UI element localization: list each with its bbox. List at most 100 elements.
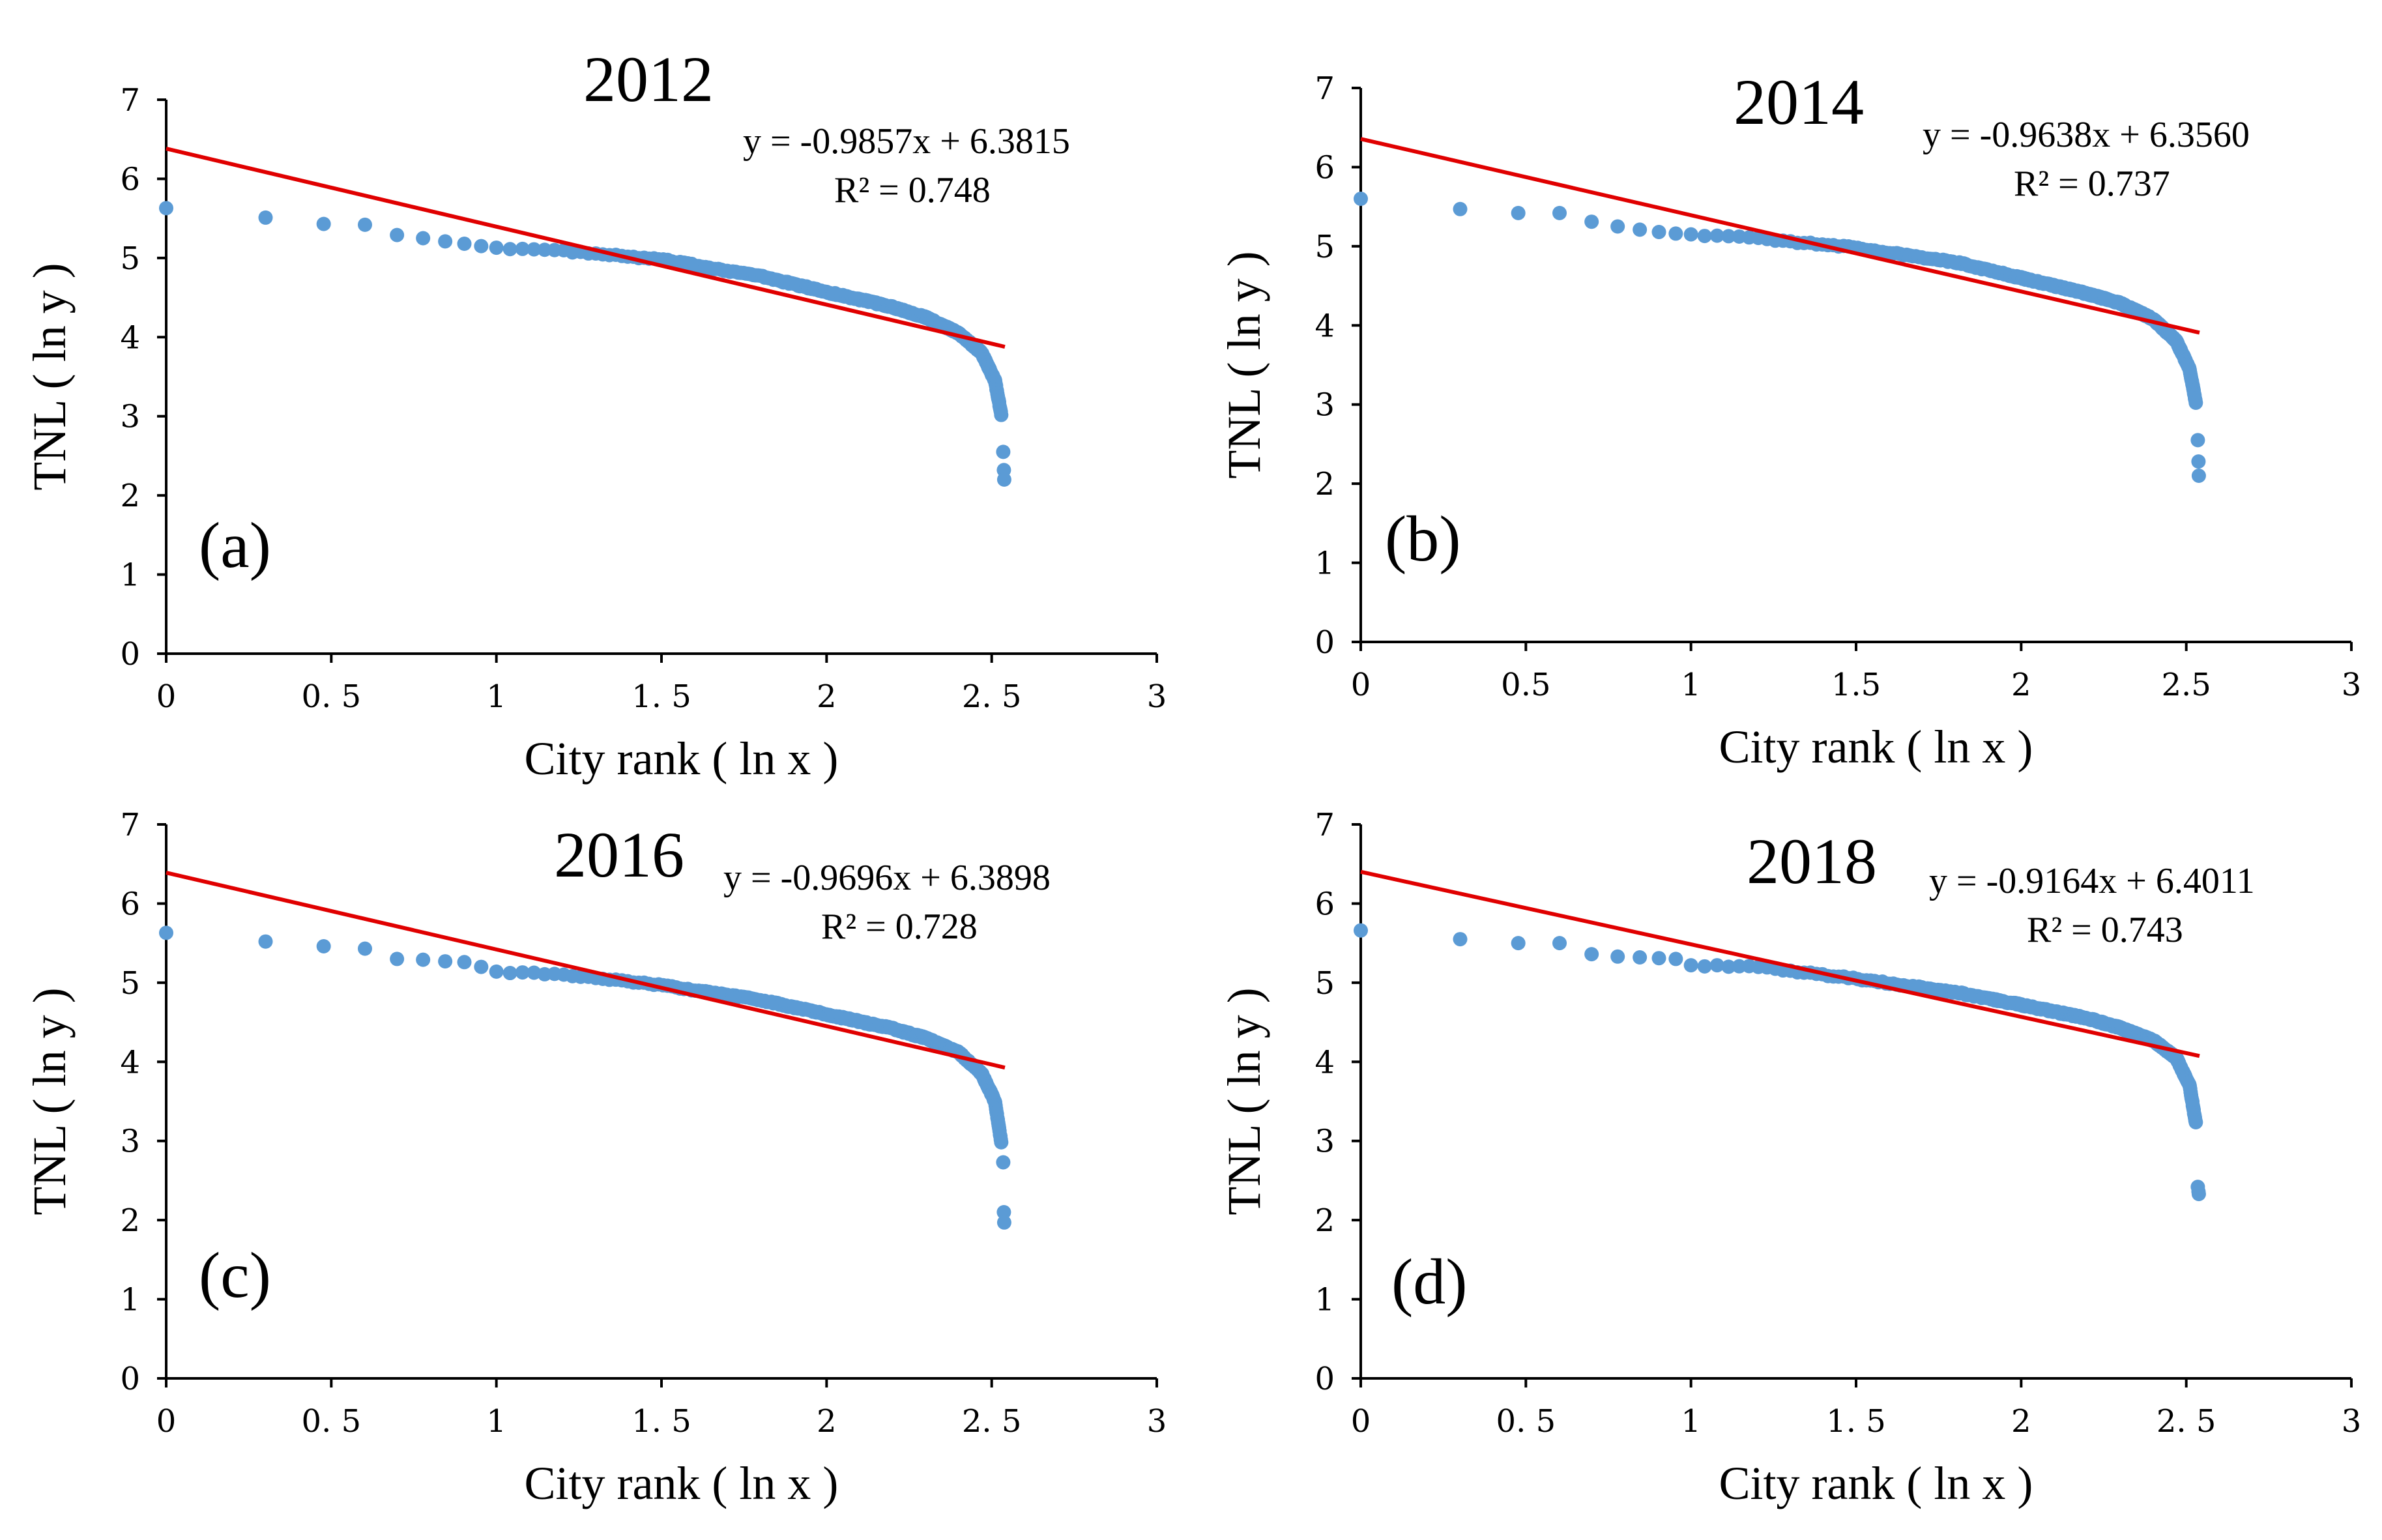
data-point: [474, 239, 489, 254]
x-tick-label: 1. 5: [1826, 1403, 1886, 1440]
data-point: [1697, 229, 1712, 244]
data-point: [2188, 395, 2203, 410]
y-tick-label: 2: [120, 1202, 140, 1239]
x-tick-label: 3: [1147, 1403, 1167, 1440]
x-tick-label: 1: [486, 1403, 506, 1440]
data-point: [994, 407, 1009, 422]
y-tick-label: 2: [1314, 1202, 1335, 1239]
trend-equation: y = -0.9164x + 6.4011: [1929, 861, 2255, 901]
y-tick-label: 5: [120, 240, 140, 277]
data-point: [2191, 469, 2206, 483]
panel-label: (a): [199, 509, 271, 581]
y-tick-label: 6: [120, 161, 140, 197]
data-point: [316, 216, 331, 231]
data-point: [996, 1215, 1011, 1230]
x-tick-label: 3: [2342, 667, 2362, 703]
data-point: [2191, 1187, 2206, 1202]
y-tick-label: 3: [1314, 1124, 1335, 1160]
data-point: [1697, 959, 1712, 974]
data-point: [1354, 192, 1368, 206]
trend-line: [166, 871, 1006, 1070]
x-tick-label: 2: [817, 1403, 837, 1440]
data-point: [316, 939, 331, 953]
data-point: [489, 240, 504, 255]
x-tick-label: 2. 5: [962, 678, 1022, 715]
y-axis-title: TNL ( ln y ): [23, 263, 76, 490]
data-point: [1683, 227, 1698, 242]
data-point: [2188, 1114, 2203, 1129]
x-tick-label: 0: [156, 678, 177, 715]
trend-line: [1360, 869, 2200, 1058]
x-tick-label: 2.5: [2161, 667, 2211, 703]
data-point: [1453, 201, 1468, 216]
x-tick-label: 0. 5: [302, 678, 362, 715]
y-tick-label: 5: [1314, 965, 1335, 1002]
data-point: [358, 217, 373, 232]
data-point: [994, 1135, 1009, 1150]
y-tick-label: 0: [1314, 624, 1335, 661]
data-point: [996, 1155, 1011, 1170]
x-axis-title: City rank ( ln x ): [524, 1457, 838, 1509]
panel-label: (c): [199, 1239, 271, 1311]
data-point: [1584, 214, 1599, 229]
y-tick-label: 4: [120, 1044, 140, 1081]
y-tick-label: 0: [120, 1361, 140, 1397]
data-point: [1552, 936, 1567, 951]
y-axis-title: TNL ( ln y ): [1218, 987, 1270, 1215]
data-point: [258, 934, 273, 949]
x-axis-title: City rank ( ln x ): [1719, 721, 2033, 773]
data-point: [1610, 219, 1625, 234]
trend-equation: y = -0.9638x + 6.3560: [1923, 115, 2250, 155]
data-point: [1584, 947, 1599, 962]
trend-equation: y = -0.9857x + 6.3815: [743, 121, 1070, 162]
x-tick-label: 2. 5: [962, 1403, 1022, 1440]
x-tick-label: 1: [486, 678, 506, 715]
y-tick-label: 0: [120, 636, 140, 673]
x-tick-label: 0. 5: [302, 1403, 362, 1440]
data-point: [1552, 205, 1567, 220]
trend-equation: y = -0.9696x + 6.3898: [723, 858, 1051, 898]
y-tick-label: 5: [120, 965, 140, 1002]
data-point: [1668, 952, 1683, 966]
chart-panel-2: 0 0.5 1 1.5 2 2.5 3 0 1 2 3 4 5 6 7 City rank ( ln x ) T…: [1218, 66, 2361, 773]
data-point: [159, 201, 173, 216]
x-axis-title: City rank ( ln x ): [524, 733, 838, 785]
y-tick-label: 7: [1314, 70, 1335, 107]
x-tick-label: 1: [1681, 667, 1701, 703]
data-point: [457, 237, 472, 251]
y-axis-title: TNL ( ln y ): [23, 987, 76, 1215]
data-point: [390, 227, 405, 242]
data-point: [159, 925, 173, 940]
y-tick-label: 4: [1314, 1044, 1335, 1081]
chart-panel-4: 0 0. 5 1 1. 5 2 2. 5 3 0 1 2 3 4 5 6 7 City rank ( ln x…: [1218, 807, 2361, 1509]
x-tick-label: 2: [817, 678, 837, 715]
r-squared: R² = 0.728: [821, 907, 978, 947]
x-tick-label: 1: [1681, 1403, 1701, 1440]
x-tick-label: 1.5: [1831, 667, 1881, 703]
chart-title: 2018: [1747, 825, 1877, 897]
x-tick-label: 2. 5: [2157, 1403, 2216, 1440]
y-tick-label: 6: [120, 886, 140, 922]
data-point: [996, 472, 1011, 487]
trend-line: [166, 147, 1006, 349]
y-tick-label: 6: [1314, 149, 1335, 186]
data-point: [416, 952, 431, 967]
data-point: [438, 234, 453, 249]
x-tick-label: 0.5: [1501, 667, 1550, 703]
x-tick-label: 0: [1351, 667, 1371, 703]
data-point: [996, 444, 1011, 459]
data-point: [527, 242, 542, 257]
r-squared: R² = 0.743: [2027, 910, 2183, 950]
chart-title: 2016: [554, 819, 684, 891]
y-tick-label: 0: [1314, 1361, 1335, 1397]
data-point: [502, 966, 517, 981]
data-point: [1633, 950, 1648, 965]
data-point: [438, 954, 453, 969]
chart-panel-3: 0 0. 5 1 1. 5 2 2. 5 3 0 1 2 3 4 5 6 7 City rank ( ln x…: [23, 807, 1167, 1509]
chart-panel-1: 0 0. 5 1 1. 5 2 2. 5 3 0 1 2 3 4 5 6 7 City rank ( ln x…: [23, 43, 1167, 785]
data-point: [1709, 228, 1724, 243]
data-point: [1721, 959, 1736, 974]
data-point: [258, 210, 273, 225]
data-point: [1511, 936, 1526, 951]
